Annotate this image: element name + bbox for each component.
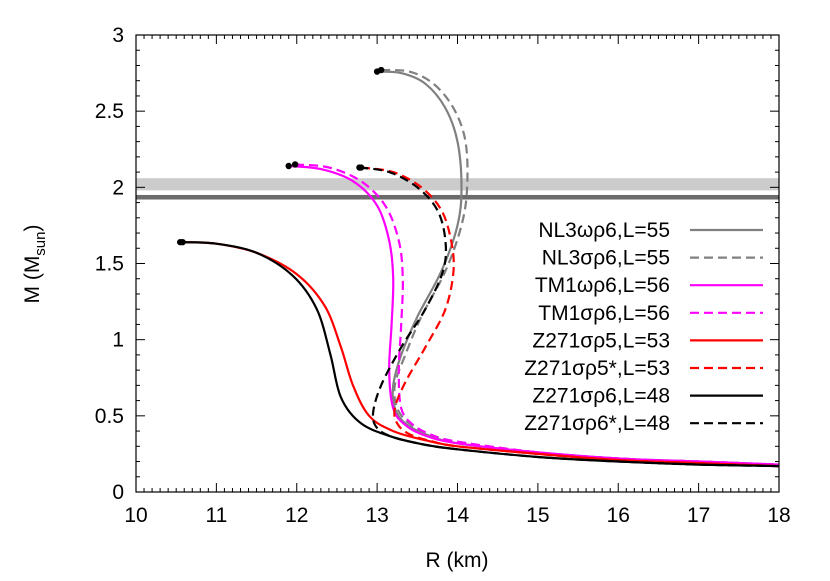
legend-item: NL3ωρ6,L=55 xyxy=(538,219,763,242)
plot-frame xyxy=(135,34,780,493)
x-axis-ticks: 10 11 12 13 14 15 16 17 18 xyxy=(124,35,791,527)
x-axis-label: R (km) xyxy=(426,549,489,572)
mass-radius-curves xyxy=(180,68,780,468)
x-tick-label: 12 xyxy=(285,504,308,527)
observation-band-light xyxy=(136,178,779,191)
x-tick-label: 17 xyxy=(687,504,710,527)
y-tick-label: 2.5 xyxy=(95,100,124,123)
legend: NL3ωρ6,L=55 NL3σρ6,L=55 TM1ωρ6,L=56 TM1σρ6,… xyxy=(524,219,763,435)
max-mass-point xyxy=(291,161,299,168)
legend-label: Z271σρ5,L=53 xyxy=(532,329,670,352)
curve-5 xyxy=(360,166,780,468)
curve-6 xyxy=(180,241,780,468)
legend-item: Z271σρ6*,L=48 xyxy=(524,412,763,435)
curve-3 xyxy=(295,163,780,466)
x-tick-label: 10 xyxy=(124,504,147,527)
x-tick-label: 13 xyxy=(365,504,388,527)
legend-label: NL3σρ6,L=55 xyxy=(542,247,670,270)
legend-item: TM1ωρ6,L=56 xyxy=(535,274,763,297)
legend-label: Z271σρ5*,L=53 xyxy=(524,357,670,380)
max-mass-point xyxy=(356,164,363,171)
y-tick-label: 1 xyxy=(112,329,124,352)
curve-4 xyxy=(182,241,780,468)
legend-label: TM1σρ6,L=56 xyxy=(538,302,670,325)
y-tick-label: 0.5 xyxy=(95,405,124,428)
legend-item: Z271σρ5*,L=53 xyxy=(524,357,763,380)
x-tick-label: 14 xyxy=(446,504,470,527)
y-axis-label-subscript: sun xyxy=(32,231,49,255)
y-tick-label: 2 xyxy=(112,176,124,199)
curve-2 xyxy=(288,164,780,466)
max-mass-point xyxy=(177,238,184,246)
legend-item: Z271σρ6,L=48 xyxy=(532,385,763,408)
axes: 10 11 12 13 14 15 16 17 18 0 0.5 1 1.5 2 2.5 3 xyxy=(95,24,791,527)
y-axis-label: M (Msun) xyxy=(21,224,49,303)
y-axis-ticks: 0 0.5 1 1.5 2 2.5 3 xyxy=(95,24,779,504)
max-mass-point xyxy=(377,66,385,74)
legend-label: Z271σρ6,L=48 xyxy=(532,385,670,408)
legend-label: NL3ωρ6,L=55 xyxy=(538,219,670,242)
x-tick-label: 11 xyxy=(205,504,227,527)
y-tick-label: 1.5 xyxy=(95,253,124,276)
legend-item: TM1σρ6,L=56 xyxy=(538,302,763,325)
observation-bands xyxy=(136,178,779,200)
y-tick-label: 0 xyxy=(112,481,124,504)
max-mass-points xyxy=(177,66,385,246)
max-mass-point xyxy=(285,162,292,170)
legend-label: Z271σρ6*,L=48 xyxy=(524,412,670,435)
observation-band-dark xyxy=(136,194,779,200)
legend-label: TM1ωρ6,L=56 xyxy=(535,274,670,297)
y-tick-label: 3 xyxy=(112,24,124,47)
curve-7 xyxy=(359,166,780,468)
legend-item: NL3σρ6,L=55 xyxy=(542,247,763,270)
x-tick-label: 15 xyxy=(526,504,549,527)
x-tick-label: 16 xyxy=(607,504,630,527)
legend-item: Z271σρ5,L=53 xyxy=(532,329,763,352)
x-tick-label: 18 xyxy=(767,504,790,527)
